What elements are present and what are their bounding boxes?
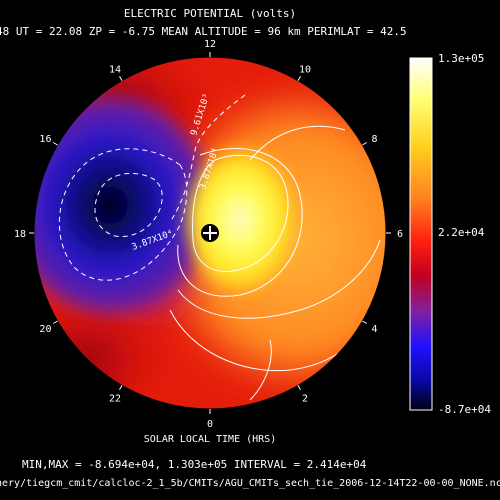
hour-tick-label: 4 [372, 324, 378, 335]
colorbar-max-label: 1.3e+05 [438, 52, 485, 65]
hour-tick-label: 10 [299, 64, 311, 75]
hour-tick [119, 385, 123, 391]
solid-contour-5 [249, 339, 272, 401]
dashed-contour-3 [169, 94, 246, 223]
hour-tick-label: 2 [302, 394, 308, 405]
hour-tick [52, 320, 58, 324]
x-axis-label: SOLAR LOCAL TIME (HRS) [143, 434, 277, 445]
colorbar [409, 57, 433, 411]
hour-tick-label: 8 [372, 134, 378, 145]
hour-tick-label: 14 [109, 64, 121, 75]
hour-tick [297, 385, 301, 391]
stats-line: MIN,MAX = -8.694e+04, 1.303e+05 INTERVAL… [22, 458, 367, 471]
solid-contour-6 [249, 125, 346, 161]
hour-tick [119, 75, 123, 81]
local-time-ticks: 0 2 4 6 8 10 12 14 16 18 20 22 [14, 39, 403, 430]
solid-contour-2 [177, 148, 303, 297]
hour-tick-label: 22 [109, 394, 121, 405]
solid-contour-1 [192, 154, 289, 272]
chart-header: 48 UT = 22.08 ZP = -6.75 MEAN ALTITUDE =… [0, 25, 407, 38]
colorbar-min-label: -8.7e+04 [438, 403, 491, 416]
solid-contour-3 [177, 239, 381, 319]
potential-field [34, 57, 386, 409]
contour-lines [58, 94, 381, 401]
pole-marker-icon [201, 224, 219, 242]
dashed-contour-inner [94, 172, 163, 237]
hour-tick-label: 6 [397, 229, 403, 240]
hour-tick-label: 18 [14, 229, 26, 240]
hour-tick [297, 75, 301, 81]
chart-title: ELECTRIC POTENTIAL (volts) [123, 7, 297, 20]
dashed-contour-outer [58, 148, 188, 281]
hour-tick-label: 0 [207, 419, 213, 430]
file-path: hery/tiegcm_cmit/calcloc-2_1_5b/CMITs/AG… [0, 478, 500, 489]
hour-tick-label: 20 [39, 324, 51, 335]
hour-tick-label: 12 [204, 39, 216, 50]
hour-tick [52, 142, 58, 146]
colorbar-mid-label: 2.2e+04 [438, 226, 485, 239]
hour-tick [362, 320, 368, 324]
hour-tick [362, 142, 368, 146]
hour-tick-label: 16 [39, 134, 51, 145]
